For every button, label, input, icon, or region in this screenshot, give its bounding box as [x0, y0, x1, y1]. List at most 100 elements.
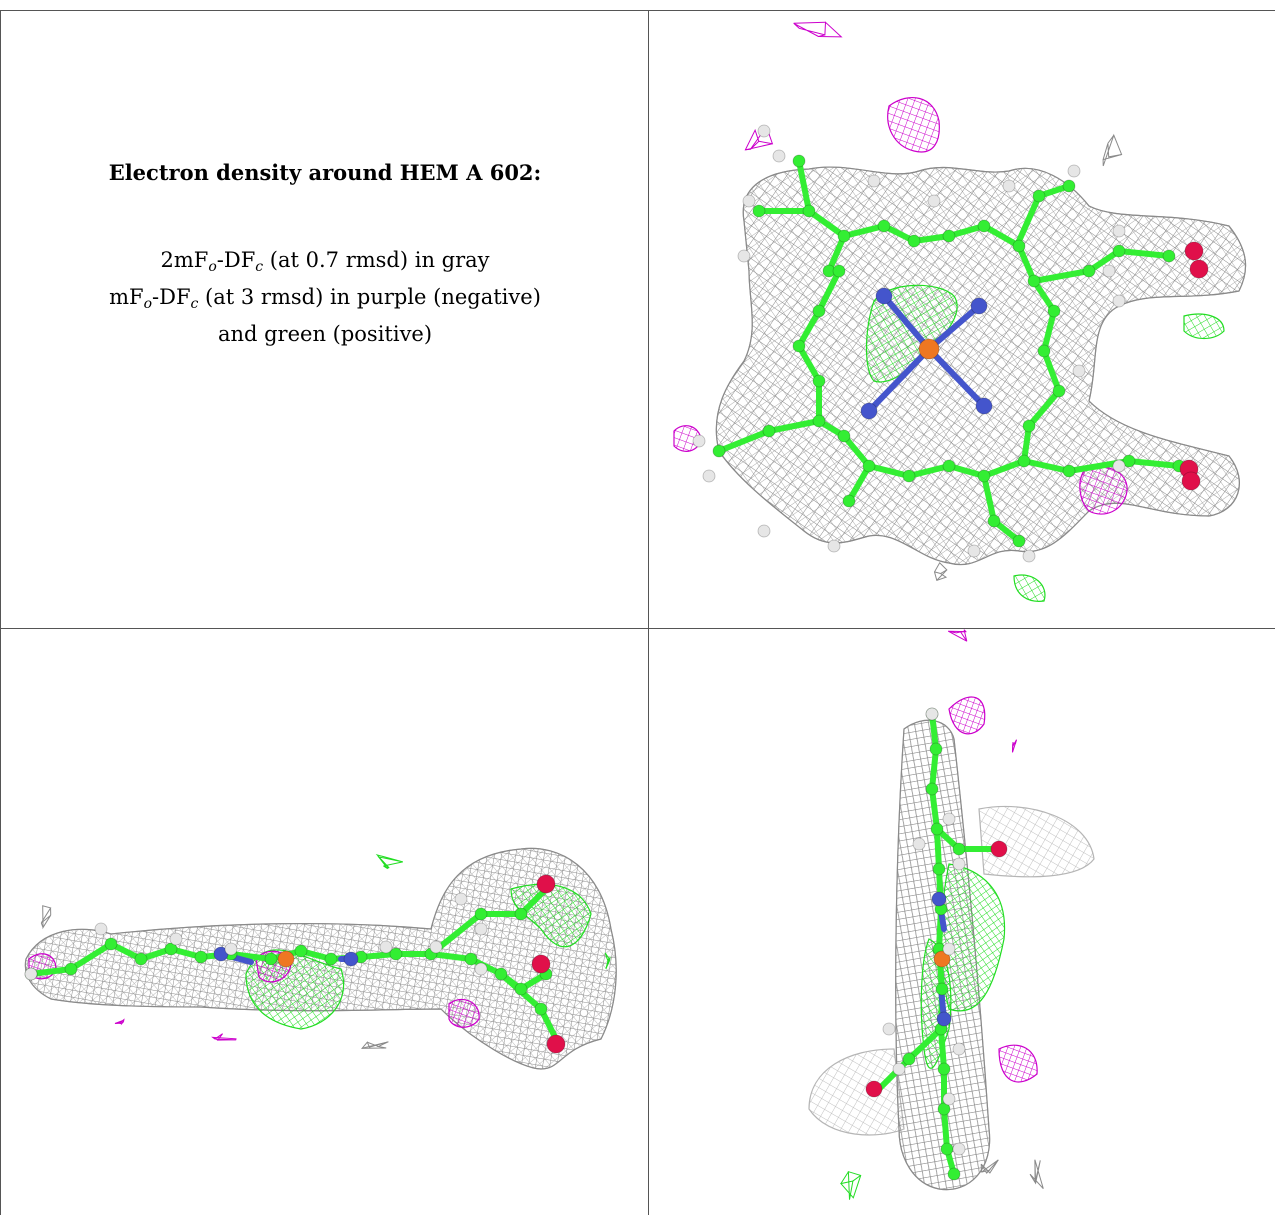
density-negative-mesh: [949, 697, 985, 734]
carbon-atom: [1053, 385, 1065, 397]
carbon-atom: [978, 220, 990, 232]
caption-line-colors: and green (positive): [20, 319, 630, 349]
edge-view-image: [649, 629, 1275, 1215]
carbon-atom: [863, 460, 875, 472]
side-view-panel: [1, 629, 648, 1215]
carbon-atom: [325, 953, 337, 965]
top-view-panel: [649, 11, 1275, 628]
carbon-atom: [195, 951, 207, 963]
caption-text: (at 3 rmsd) in purple (negative): [198, 285, 541, 309]
nitrogen-atom: [932, 892, 946, 906]
oxygen-atom: [532, 955, 550, 973]
carbon-atom: [813, 305, 825, 317]
hydrogen-atom: [225, 943, 237, 955]
hydrogen-atom: [773, 150, 785, 162]
hydrogen-atom: [475, 963, 487, 975]
top-view-image: [649, 11, 1275, 628]
hydrogen-atom: [455, 893, 467, 905]
hydrogen-atom: [943, 1093, 955, 1105]
caption-line-2fofc: 2mFo-DFc (at 0.7 rmsd) in gray: [20, 245, 630, 282]
hydrogen-atom: [928, 195, 940, 207]
carbon-atom: [1023, 420, 1035, 432]
nitrogen-atom: [861, 403, 877, 419]
carbon-atom: [535, 1003, 547, 1015]
density-negative-mesh: [794, 22, 826, 36]
carbon-atom: [1028, 275, 1040, 287]
side-view-image: [1, 629, 648, 1215]
carbon-atom: [931, 823, 943, 835]
carbon-atom: [988, 515, 1000, 527]
hydrogen-atom: [953, 1043, 965, 1055]
carbon-atom: [1083, 265, 1095, 277]
hydrogen-atom: [693, 435, 705, 447]
carbon-atom: [390, 948, 402, 960]
hydrogen-atom: [913, 838, 925, 850]
carbon-atom: [265, 953, 277, 965]
hydrogen-atom: [943, 813, 955, 825]
carbon-atom: [515, 908, 527, 920]
density-positive-mesh: [1184, 314, 1224, 338]
carbon-atom: [938, 1063, 950, 1075]
caption-subscript: o: [208, 259, 216, 275]
carbon-atom: [1038, 345, 1050, 357]
carbon-atom: [1013, 240, 1025, 252]
hydrogen-atom: [1003, 180, 1015, 192]
carbon-atom: [295, 945, 307, 957]
hydrogen-atom: [883, 1023, 895, 1035]
density-2fofc-mesh: [1103, 135, 1122, 166]
carbon-atom: [1048, 305, 1060, 317]
carbon-atom: [930, 743, 942, 755]
carbon-atom: [1013, 535, 1025, 547]
carbon-atom: [843, 495, 855, 507]
hydrogen-atom: [893, 1063, 905, 1075]
carbon-atom: [475, 908, 487, 920]
oxygen-atom: [991, 841, 1007, 857]
carbon-atom: [933, 863, 945, 875]
caption-text: 2mF: [160, 248, 208, 272]
hydrogen-atom: [868, 175, 880, 187]
carbon-atom: [953, 843, 965, 855]
carbon-atom: [793, 340, 805, 352]
carbon-atom: [926, 783, 938, 795]
oxygen-atom: [866, 1081, 882, 1097]
carbon-atom: [903, 470, 915, 482]
hydrogen-atom: [475, 923, 487, 935]
caption-text: mF: [109, 285, 143, 309]
nitrogen-atom: [971, 298, 987, 314]
caption-subscript: c: [255, 259, 263, 275]
carbon-atom: [878, 220, 890, 232]
carbon-atom: [753, 205, 765, 217]
carbon-atom: [105, 938, 117, 950]
carbon-atom: [943, 460, 955, 472]
caption-title: Electron density around HEM A 602:: [20, 160, 630, 185]
hydrogen-atom: [758, 125, 770, 137]
hydrogen-atom: [828, 540, 840, 552]
carbon-atom: [838, 230, 850, 242]
caption-line-fofc: mFo-DFc (at 3 rmsd) in purple (negative): [20, 282, 630, 319]
caption-text: (at 0.7 rmsd) in gray: [263, 248, 489, 272]
oxygen-atom: [537, 875, 555, 893]
density-negative-mesh: [1080, 467, 1127, 514]
caption-text: -DF: [217, 248, 256, 272]
hydrogen-atom: [703, 470, 715, 482]
carbon-atom: [838, 430, 850, 442]
carbon-atom: [135, 953, 147, 965]
density-negative-mesh: [888, 98, 940, 152]
carbon-atom: [1063, 465, 1075, 477]
carbon-atom: [515, 983, 527, 995]
oxygen-atom: [1190, 260, 1208, 278]
caption-cell: Electron density around HEM A 602: 2mFo-…: [0, 10, 648, 628]
carbon-atom: [65, 963, 77, 975]
density-positive-mesh: [377, 855, 403, 869]
carbon-atom: [943, 230, 955, 242]
nitrogen-atom: [976, 398, 992, 414]
nitrogen-atom: [876, 288, 892, 304]
hydrogen-atom: [968, 545, 980, 557]
hydrogen-atom: [380, 941, 392, 953]
carbon-atom: [1018, 455, 1030, 467]
caption-text: -DF: [152, 285, 191, 309]
oxygen-atom: [1182, 472, 1200, 490]
hydrogen-atom: [170, 933, 182, 945]
carbon-atom: [465, 953, 477, 965]
